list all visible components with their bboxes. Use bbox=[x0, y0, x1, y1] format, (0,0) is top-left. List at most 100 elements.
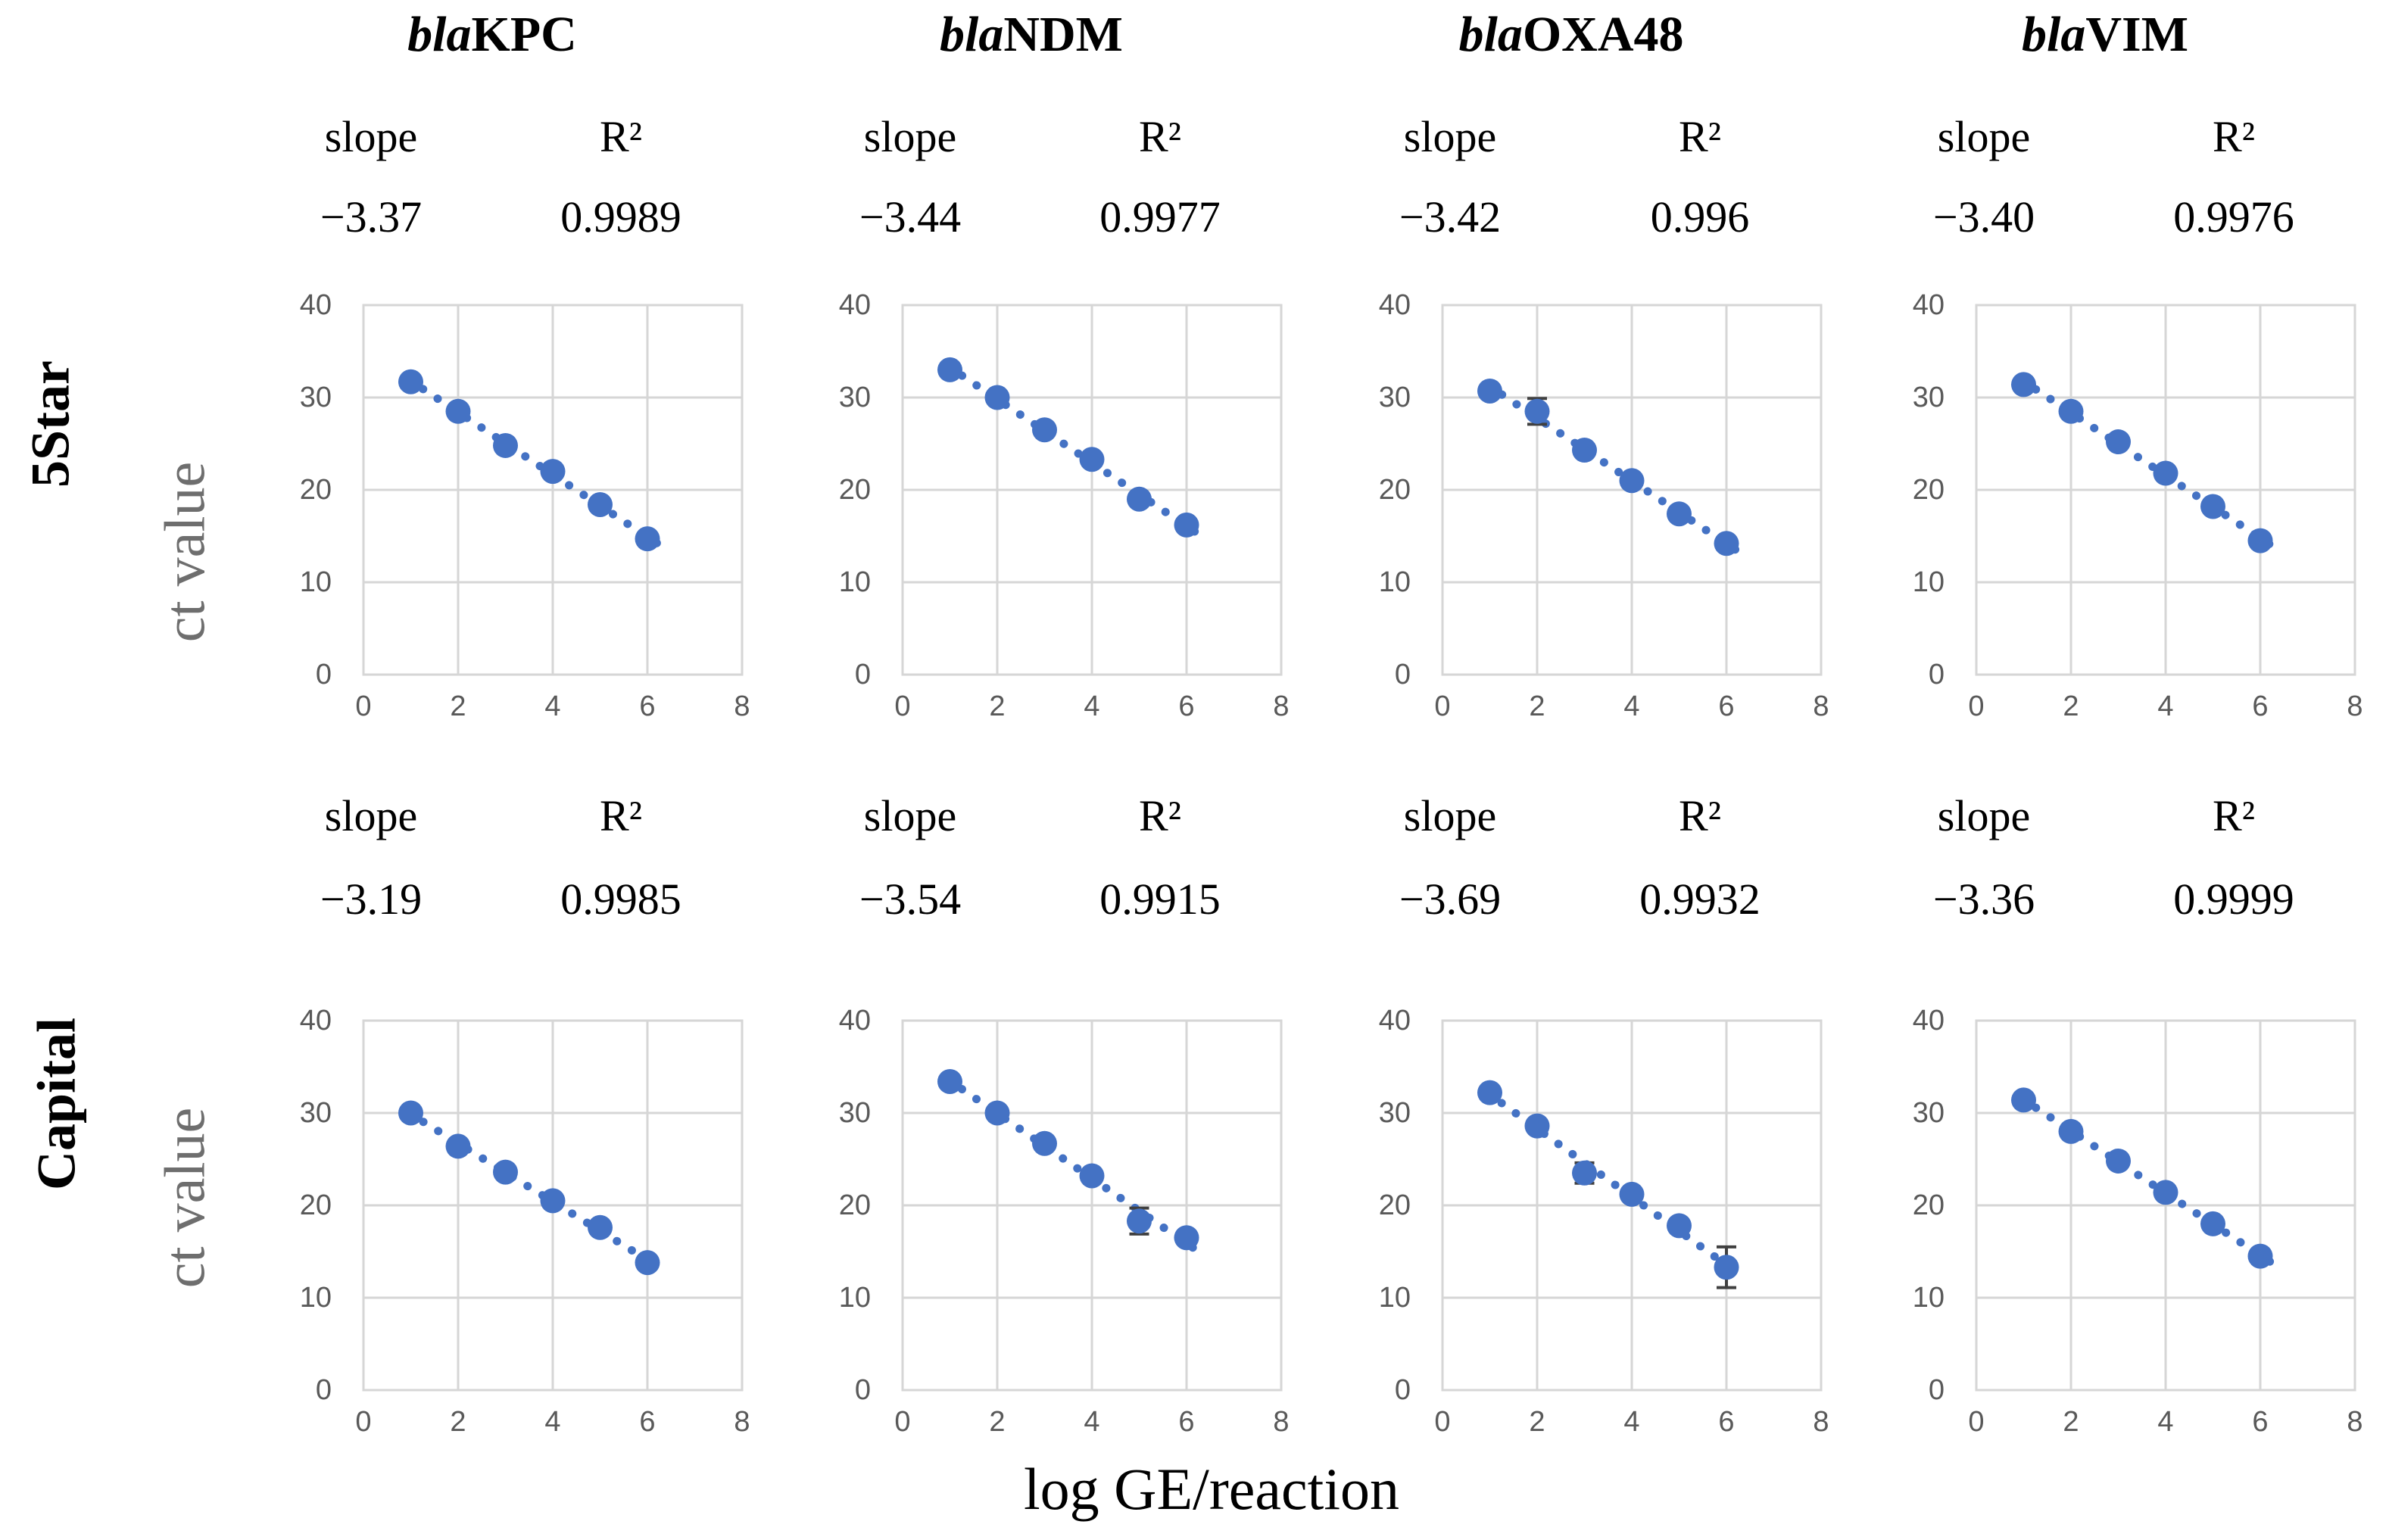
svg-text:40: 40 bbox=[1379, 1005, 1411, 1037]
svg-text:10: 10 bbox=[1379, 1282, 1411, 1314]
svg-text:40: 40 bbox=[839, 1005, 871, 1037]
r2-value: 0.9989 bbox=[560, 192, 681, 242]
svg-text:8: 8 bbox=[1273, 1406, 1289, 1438]
y-tick-labels: 0 10 20 30 40 bbox=[300, 1005, 332, 1406]
r2-value: 0.9976 bbox=[2173, 192, 2294, 242]
y-tick-labels: 0 10 20 30 40 bbox=[300, 289, 332, 691]
slope-value: −3.37 bbox=[320, 192, 423, 242]
slope-value: −3.36 bbox=[1932, 874, 2035, 924]
y-tick-labels: 0 10 20 30 40 bbox=[839, 289, 871, 691]
x-tick-labels: 0 2 4 6 8 bbox=[1968, 691, 2362, 722]
svg-text:40: 40 bbox=[1913, 289, 1945, 321]
svg-text:20: 20 bbox=[1379, 474, 1411, 506]
r2-value: 0.9985 bbox=[560, 874, 681, 924]
gene-prefix: bla bbox=[940, 7, 1004, 62]
gridlines bbox=[901, 304, 1283, 676]
slope-value: −3.69 bbox=[1399, 874, 1502, 924]
svg-text:20: 20 bbox=[300, 1189, 332, 1221]
svg-text:6: 6 bbox=[639, 691, 655, 722]
y-tick-labels: 0 10 20 30 40 bbox=[839, 1005, 871, 1406]
svg-text:4: 4 bbox=[1623, 1406, 1639, 1438]
svg-text:2: 2 bbox=[2063, 691, 2079, 722]
slope-header: slope bbox=[863, 112, 957, 161]
r2-header: R² bbox=[2212, 791, 2256, 840]
y-axis-label-top: ct value bbox=[153, 461, 217, 643]
slope-header: slope bbox=[324, 791, 418, 840]
svg-text:10: 10 bbox=[300, 566, 332, 598]
y-tick-labels: 0 10 20 30 40 bbox=[1913, 1005, 1945, 1406]
trendline bbox=[404, 1108, 664, 1272]
r2-header: R² bbox=[599, 791, 643, 840]
x-tick-labels: 0 2 4 6 8 bbox=[355, 691, 750, 722]
scatter-plot-5star-blakpc: 0 10 20 30 40 0 2 4 6 8 bbox=[300, 289, 750, 722]
svg-text:30: 30 bbox=[300, 382, 332, 413]
y-axis-label-bottom: ct value bbox=[153, 1107, 217, 1289]
gridlines bbox=[901, 1019, 1283, 1392]
r2-header: R² bbox=[2212, 112, 2256, 161]
svg-text:8: 8 bbox=[734, 1406, 750, 1438]
svg-text:0: 0 bbox=[316, 659, 332, 691]
svg-text:20: 20 bbox=[1379, 1189, 1411, 1221]
svg-text:40: 40 bbox=[839, 289, 871, 321]
data-points bbox=[1477, 378, 1739, 556]
svg-text:4: 4 bbox=[1084, 691, 1099, 722]
svg-text:8: 8 bbox=[1813, 691, 1829, 722]
gene-prefix: bla bbox=[1458, 7, 1523, 62]
slope-value: −3.54 bbox=[859, 874, 962, 924]
slope-value: −3.40 bbox=[1932, 192, 2035, 242]
svg-text:20: 20 bbox=[839, 1189, 871, 1221]
svg-text:0: 0 bbox=[316, 1374, 332, 1406]
svg-text:30: 30 bbox=[1379, 382, 1411, 413]
row-label-capital: Capital bbox=[26, 1017, 87, 1191]
svg-text:30: 30 bbox=[839, 1097, 871, 1129]
slope-header: slope bbox=[1403, 791, 1497, 840]
slope-header: slope bbox=[1403, 112, 1497, 161]
svg-text:40: 40 bbox=[1913, 1005, 1945, 1037]
svg-text:6: 6 bbox=[1718, 1406, 1734, 1438]
slope-header: slope bbox=[863, 791, 957, 840]
svg-text:6: 6 bbox=[639, 1406, 655, 1438]
svg-text:20: 20 bbox=[1913, 1189, 1945, 1221]
svg-text:10: 10 bbox=[839, 1282, 871, 1314]
gene-name: NDM bbox=[1003, 7, 1123, 62]
svg-text:4: 4 bbox=[544, 691, 560, 722]
scatter-plot-5star-blandm: 0 10 20 30 40 0 2 4 6 8 bbox=[839, 289, 1290, 722]
data-points bbox=[937, 357, 1199, 538]
data-points bbox=[398, 369, 660, 552]
svg-text:10: 10 bbox=[1379, 566, 1411, 598]
y-tick-labels: 0 10 20 30 40 bbox=[1379, 289, 1411, 691]
svg-text:8: 8 bbox=[1813, 1406, 1829, 1438]
data-points bbox=[1477, 1080, 1739, 1280]
y-tick-labels: 0 10 20 30 40 bbox=[1913, 289, 1945, 691]
slope-value: −3.19 bbox=[320, 874, 423, 924]
svg-text:0: 0 bbox=[1395, 1374, 1411, 1406]
x-tick-labels: 0 2 4 6 8 bbox=[894, 1406, 1289, 1438]
svg-text:40: 40 bbox=[300, 1005, 332, 1037]
trendline bbox=[2016, 376, 2277, 550]
gene-prefix: bla bbox=[2022, 7, 2086, 62]
gridlines bbox=[1975, 304, 2356, 676]
slope-value: −3.44 bbox=[859, 192, 962, 242]
svg-text:0: 0 bbox=[894, 1406, 910, 1438]
slope-value: −3.42 bbox=[1399, 192, 1502, 242]
gene-name: KPC bbox=[471, 7, 577, 62]
svg-text:2: 2 bbox=[989, 691, 1005, 722]
svg-text:0: 0 bbox=[855, 659, 871, 691]
svg-text:8: 8 bbox=[1273, 691, 1289, 722]
svg-text:30: 30 bbox=[839, 382, 871, 413]
svg-text:6: 6 bbox=[1178, 691, 1194, 722]
x-tick-labels: 0 2 4 6 8 bbox=[894, 691, 1289, 722]
data-points bbox=[2011, 1087, 2273, 1269]
svg-text:20: 20 bbox=[1913, 474, 1945, 506]
row-label-5star: 5Star bbox=[20, 360, 81, 488]
trendline bbox=[943, 1074, 1203, 1256]
svg-text:10: 10 bbox=[1913, 566, 1945, 598]
gene-prefix: bla bbox=[407, 7, 472, 62]
trendline bbox=[2016, 1093, 2277, 1267]
trendline bbox=[943, 361, 1203, 538]
scatter-plot-capital-blandm: 0 10 20 30 40 0 2 4 6 8 bbox=[839, 1005, 1290, 1438]
r2-value: 0.9932 bbox=[1639, 874, 1761, 924]
svg-text:30: 30 bbox=[1379, 1097, 1411, 1129]
data-points bbox=[398, 1100, 660, 1276]
scatter-plot-5star-blavim: 0 10 20 30 40 0 2 4 6 8 bbox=[1913, 289, 2363, 722]
